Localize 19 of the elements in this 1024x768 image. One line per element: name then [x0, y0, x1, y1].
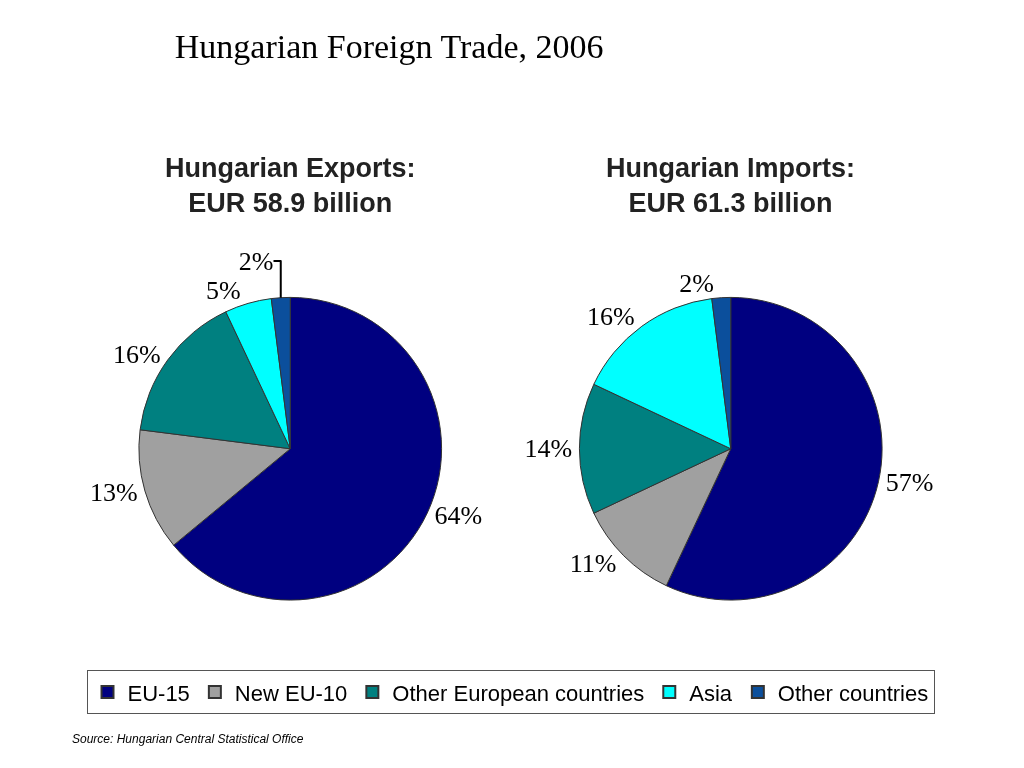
data-label: 11% — [569, 548, 617, 578]
data-label: 2% — [238, 246, 274, 276]
data-label: 2% — [679, 268, 714, 298]
data-label: 64% — [434, 501, 483, 531]
data-label: 57% — [885, 467, 934, 497]
legend-label: New EU-10 — [234, 680, 348, 706]
legend-label: Other countries — [777, 680, 929, 706]
chart-title: Hungarian Foreign Trade, 2006 — [174, 28, 604, 66]
legend-label: EU-15 — [127, 680, 190, 706]
data-label: 16% — [586, 302, 635, 332]
chart-subtitle: Hungarian Exports: EUR 58.9 billion — [165, 153, 416, 219]
data-label: 16% — [112, 340, 161, 370]
legend-label: Asia — [689, 680, 733, 706]
chart-subtitle: Hungarian Imports: EUR 61.3 billion — [606, 153, 856, 219]
legend-label: Other European countries — [392, 680, 645, 706]
data-label: 14% — [524, 434, 573, 464]
data-label: 13% — [90, 477, 138, 507]
data-label: 5% — [206, 275, 241, 305]
source-note: Source: Hungarian Central Statistical Office — [72, 732, 304, 746]
